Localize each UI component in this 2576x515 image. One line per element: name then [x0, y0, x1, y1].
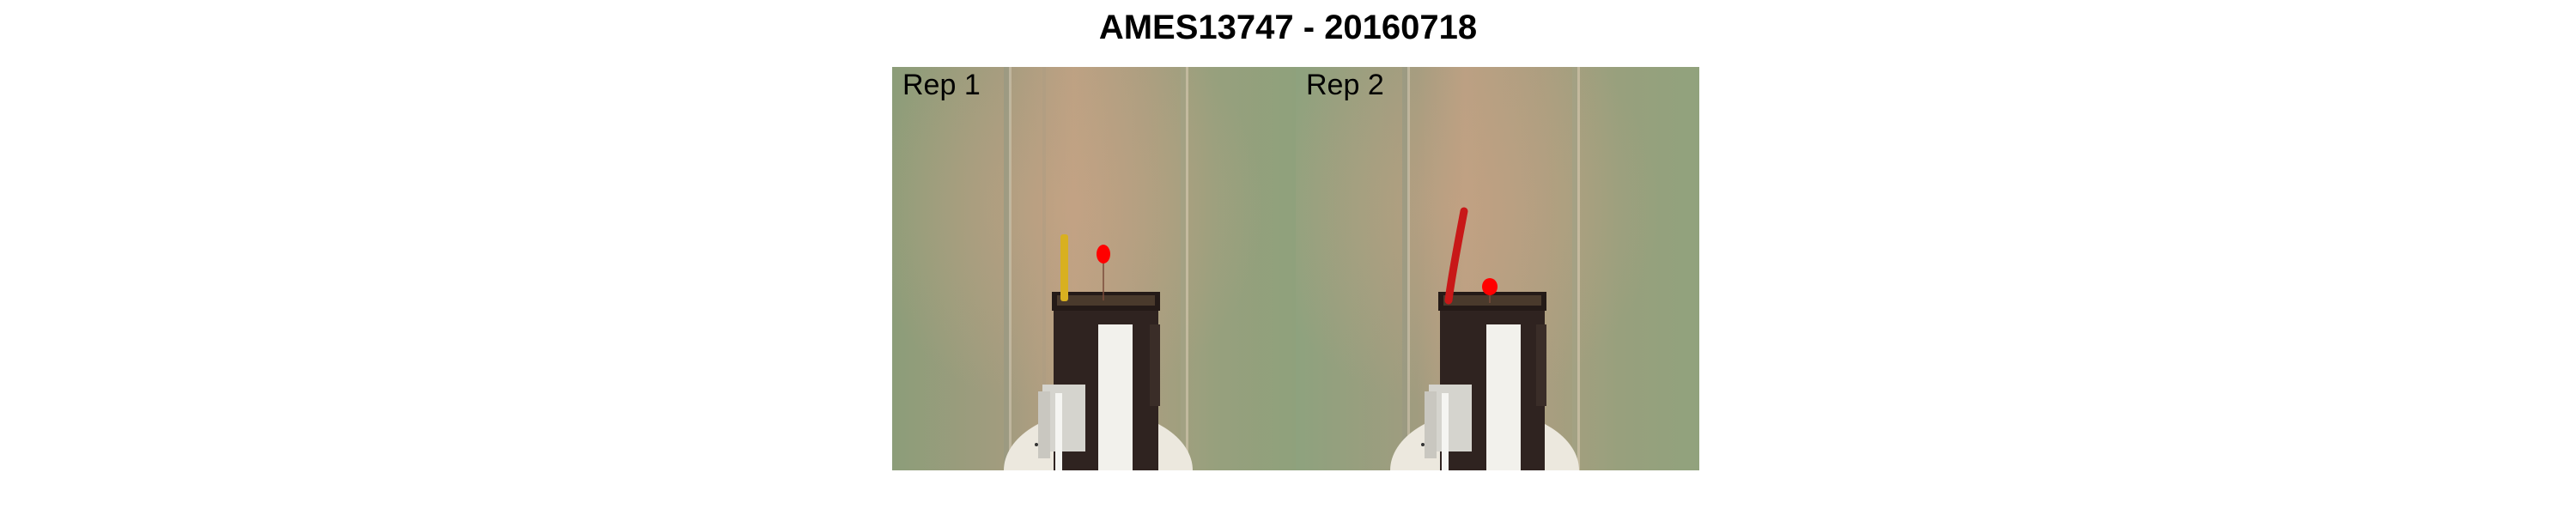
photo-panel-rep-2: Rep 2 [1296, 67, 1699, 470]
plant-photo-rep-1 [892, 67, 1296, 470]
red-marker-icon [1482, 278, 1498, 295]
plant-stem [1060, 234, 1068, 301]
plant-photo-rep-2 [1296, 67, 1699, 470]
red-marker-icon [1097, 245, 1110, 264]
panel-label-rep-2: Rep 2 [1306, 69, 1384, 101]
plant-stem [1444, 207, 1468, 305]
figure-title: AMES13747 - 20160718 [1098, 9, 1478, 46]
photo-panel-rep-1: Rep 1 [892, 67, 1296, 470]
panel-label-rep-1: Rep 1 [902, 69, 981, 101]
